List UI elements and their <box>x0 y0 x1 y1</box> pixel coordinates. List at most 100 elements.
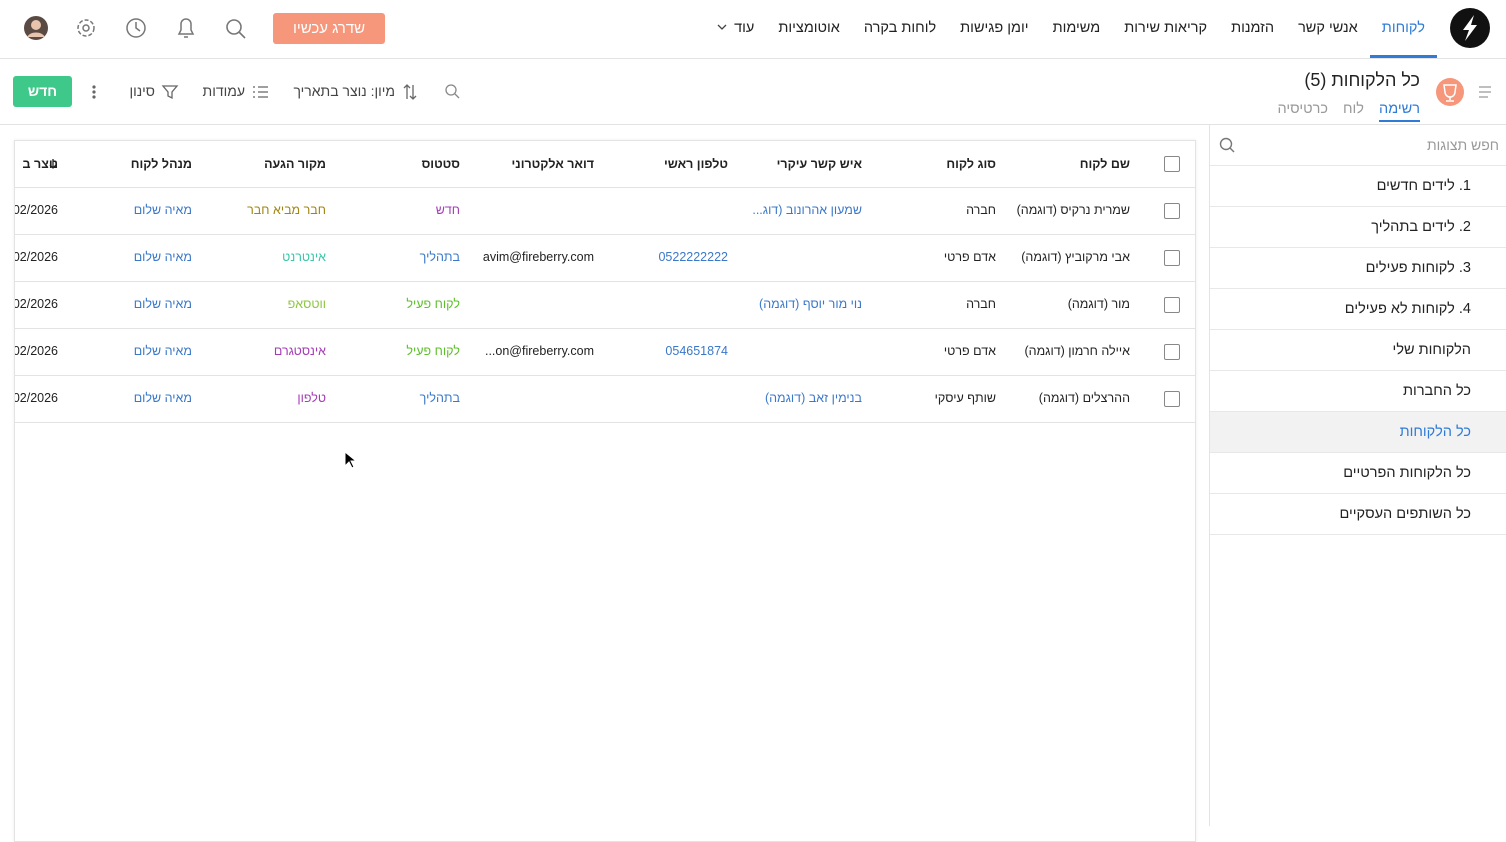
toolbar-icons <box>92 84 460 100</box>
search-placeholder: חפש תצוגות <box>1426 137 1499 153</box>
avatar[interactable] <box>24 16 48 40</box>
table-cell[interactable]: מאיה שלום <box>133 203 192 217</box>
table-row[interactable]: שמרית נרקיס (דוגמה) חברה שמעון אהרונוב (דו… <box>15 188 1195 235</box>
nav-item[interactable]: לוחות בקרה <box>863 20 937 36</box>
column-header[interactable]: סוג לקוח <box>946 157 996 171</box>
column-header[interactable]: סטטוס <box>421 157 460 171</box>
table-cell: ...on@fireberry.com <box>484 344 594 358</box>
view-icons <box>1436 78 1491 106</box>
column-header[interactable]: טלפון ראשי <box>664 157 728 171</box>
view-item[interactable]: 2. לידים בתהליך <box>1210 207 1506 248</box>
table-cell: איילה חרמון (דוגמה) <box>1024 344 1131 358</box>
table-row[interactable]: איילה חרמון (דוגמה) אדם פרטי 054651874 ...o… <box>15 329 1195 376</box>
table-cell: בתהליך <box>419 250 460 264</box>
checkbox[interactable] <box>1164 156 1180 172</box>
view-bar: כל הלקוחות (5) רשימה לוח כרטיסיה מיון: נ… <box>0 59 1506 125</box>
table-cell: 02/2026 <box>14 250 58 264</box>
upgrade-button[interactable]: שדרג עכשיו <box>273 13 385 44</box>
main-nav: לקוחות אנשי קשר הזמנות קריאות שירות משימות יו… <box>704 0 1437 58</box>
table-cell[interactable]: מאיה שלום <box>133 344 192 358</box>
table-cell: חדש <box>435 203 460 217</box>
table-cell[interactable]: נוי מור יוסף (דוגמה) <box>759 297 862 311</box>
table-cell[interactable]: בנימין זאב (דוגמה) <box>764 391 862 405</box>
nav-item[interactable]: משימות <box>1052 20 1101 36</box>
table-cell: avim@fireberry.com <box>482 250 594 264</box>
column-header[interactable]: מנהל לקוח <box>130 157 192 171</box>
filter-button[interactable]: סינון <box>129 83 155 99</box>
table-cell: אבי מרקוביץ (דוגמה) <box>1021 250 1130 264</box>
logo[interactable] <box>1450 8 1490 48</box>
top-bar: לקוחות אנשי קשר הזמנות קריאות שירות משימות יו… <box>0 0 1506 59</box>
column-header[interactable]: דואר אלקטרוני <box>511 157 594 171</box>
table-cell: שותף עיסקי <box>934 391 996 405</box>
table-cell: 0522222222 <box>658 250 728 264</box>
view-title: כל הלקוחות (5) <box>1304 70 1420 90</box>
header-row: שם לקוח סוג לקוח איש קשר עיקרי טלפון ראשי דו… <box>15 141 1195 188</box>
table-cell: לקוח פעיל <box>406 297 460 311</box>
views-search[interactable]: חפש תצוגות <box>1210 125 1506 166</box>
history-icon[interactable] <box>126 18 146 38</box>
table-row[interactable]: מור (דוגמה) חברה נוי מור יוסף (דוגמה) לקוח … <box>15 282 1195 329</box>
view-item[interactable]: 3. לקוחות פעילים <box>1210 248 1506 289</box>
table-cell: מור (דוגמה) <box>1067 297 1130 311</box>
table-cell: 02/2026 <box>14 297 58 311</box>
checkbox[interactable] <box>1164 391 1180 407</box>
table-cell: חבר מביא חבר <box>247 203 326 217</box>
table-cell[interactable]: מאיה שלום <box>133 250 192 264</box>
table-cell: 02/2026 <box>14 391 58 405</box>
nav-item[interactable]: הזמנות <box>1231 20 1275 36</box>
nav-item[interactable]: לקוחות <box>1369 0 1437 58</box>
header-icons <box>24 16 246 40</box>
table-cell: אדם פרטי <box>943 250 996 264</box>
table-cell: 02/2026 <box>14 344 58 358</box>
tab[interactable]: כרטיסיה <box>1277 101 1328 117</box>
table-cell: חברה <box>966 297 996 311</box>
tab[interactable]: לוח <box>1343 101 1364 117</box>
views-sidebar: חפש תצוגות 1. לידים חדשים 2. לידים בתהליך… <box>1209 125 1506 826</box>
nav-item[interactable]: קריאות שירות <box>1124 20 1208 36</box>
view-item[interactable]: 4. לקוחות לא פעילים <box>1210 289 1506 330</box>
nav-item[interactable]: אוטומציות <box>778 20 840 36</box>
table-cell: טלפון <box>297 391 326 405</box>
nav-item[interactable]: עוד <box>704 0 766 58</box>
cursor <box>344 451 358 469</box>
table-cell: ההרצלים (דוגמה) <box>1038 391 1130 405</box>
chevron <box>717 24 727 30</box>
search-icon <box>1219 137 1235 153</box>
nav-item[interactable]: אנשי קשר <box>1298 20 1358 36</box>
settings-icon[interactable] <box>77 19 95 37</box>
tab[interactable]: רשימה <box>1379 101 1420 122</box>
column-header[interactable]: איש קשר עיקרי <box>776 157 862 171</box>
view-item[interactable]: כל הלקוחות הפרטיים <box>1210 453 1506 494</box>
view-item[interactable]: הלקוחות שלי <box>1210 330 1506 371</box>
table-cell: 054651874 <box>665 344 728 358</box>
table-cell[interactable]: שמעון אהרונוב (דוג... <box>752 203 862 217</box>
column-header[interactable]: מקור הגעה <box>264 157 326 171</box>
table-cell[interactable]: מאיה שלום <box>133 297 192 311</box>
table-row[interactable]: ההרצלים (דוגמה) שותף עיסקי בנימין זאב (דוג… <box>15 376 1195 423</box>
checkbox[interactable] <box>1164 250 1180 266</box>
table-cell: חברה <box>966 203 996 217</box>
column-header[interactable]: נוצר ב <box>22 157 58 171</box>
sort-button[interactable]: מיון: נוצר בתאריך <box>293 83 395 99</box>
view-item[interactable]: כל החברות <box>1210 371 1506 412</box>
column-header[interactable]: שם לקוח <box>1079 157 1130 171</box>
table-cell[interactable]: מאיה שלום <box>133 391 192 405</box>
checkbox[interactable] <box>1164 344 1180 360</box>
view-item[interactable]: כל השותפים העסקיים <box>1210 494 1506 535</box>
nav-item[interactable]: יומן פגישות <box>960 20 1029 36</box>
table-cell: לקוח פעיל <box>406 344 460 358</box>
columns-button[interactable]: עמודות <box>202 83 245 99</box>
checkbox[interactable] <box>1164 203 1180 219</box>
view-item[interactable]: 1. לידים חדשים <box>1210 166 1506 207</box>
table-cell: 02/2026 <box>14 203 58 217</box>
views-list: 1. לידים חדשים 2. לידים בתהליך 3. לקוחות פ… <box>1210 166 1506 535</box>
table-cell: בתהליך <box>419 391 460 405</box>
search-icon[interactable] <box>226 19 246 39</box>
bell-icon[interactable] <box>177 18 195 38</box>
table-row[interactable]: אבי מרקוביץ (דוגמה) אדם פרטי 0522222222 avi… <box>15 235 1195 282</box>
checkbox[interactable] <box>1164 297 1180 313</box>
new-button[interactable]: חדש <box>13 76 72 107</box>
view-item[interactable]: כל הלקוחות <box>1210 412 1506 453</box>
